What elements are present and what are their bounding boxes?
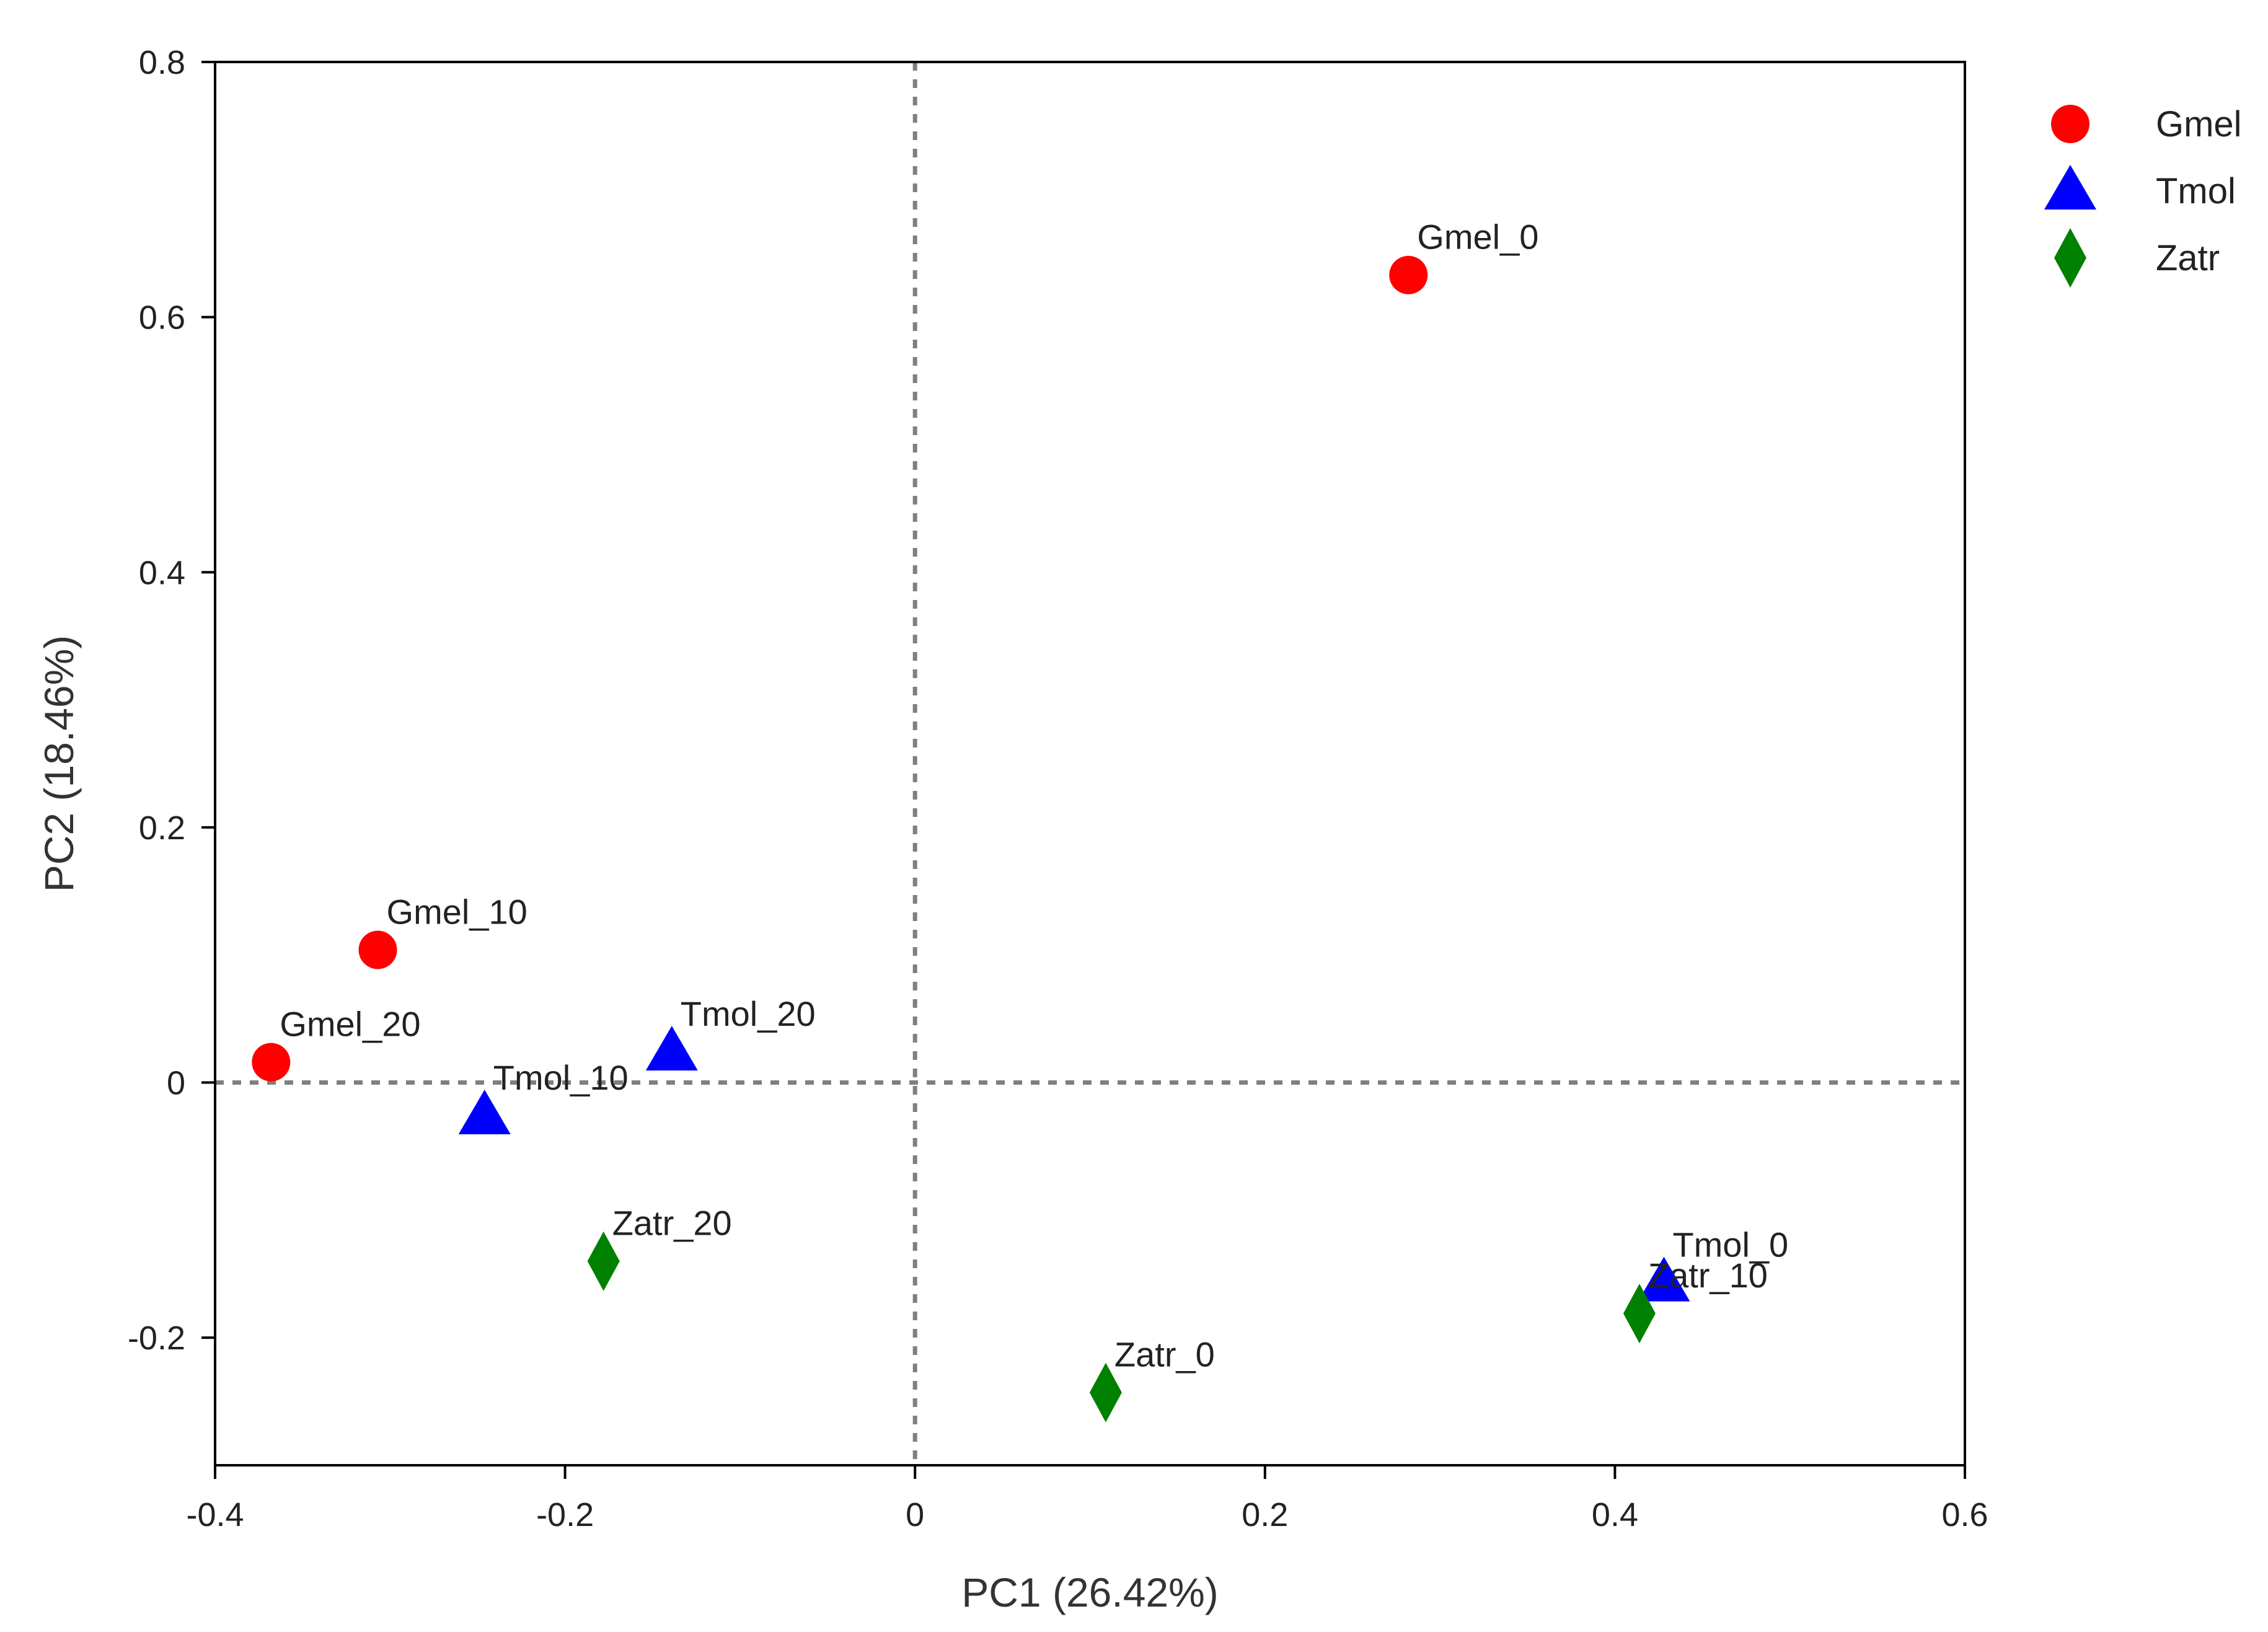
point-labels: Gmel_0 Gmel_10 Gmel_20 Tmol_0 Tmol_10 Tmol_20… bbox=[280, 218, 1788, 1374]
x-axis-title: PC1 (26.42%) bbox=[961, 1569, 1219, 1615]
data-point-gmel-0 bbox=[1389, 255, 1428, 294]
point-label: Tmol_0 bbox=[1672, 1225, 1788, 1264]
point-label: Gmel_0 bbox=[1417, 218, 1538, 257]
x-tick-label: 0.2 bbox=[1242, 1496, 1288, 1533]
y-tick-label: -0.2 bbox=[128, 1320, 185, 1357]
x-tick-label: 0.6 bbox=[1941, 1496, 1988, 1533]
plot-frame bbox=[214, 61, 1966, 1467]
y-tick-label: 0.4 bbox=[139, 554, 185, 591]
data-point-zatr-0 bbox=[1089, 1362, 1122, 1422]
data-points bbox=[252, 255, 1690, 1422]
axes: -0.4 -0.2 0 0.2 0.4 0.6 -0.2 0 0.2 0.4 0.6 0.8 bbox=[128, 44, 1988, 1533]
data-point-gmel-10 bbox=[358, 930, 397, 969]
y-tick-label: 0 bbox=[167, 1065, 185, 1102]
y-tick-label: 0.2 bbox=[139, 809, 185, 847]
x-tick-label: -0.4 bbox=[186, 1496, 244, 1533]
data-point-gmel-20 bbox=[252, 1043, 291, 1082]
legend-label-zatr: Zatr bbox=[2156, 238, 2220, 278]
data-point-tmol-10 bbox=[458, 1090, 511, 1135]
legend-label-tmol: Tmol bbox=[2156, 171, 2236, 211]
legend-marker-zatr bbox=[2054, 228, 2086, 288]
data-point-zatr-20 bbox=[587, 1231, 620, 1291]
y-tick-label: 0.8 bbox=[139, 44, 185, 81]
x-tick-label: 0.4 bbox=[1592, 1496, 1638, 1533]
legend-marker-gmel bbox=[2051, 105, 2089, 143]
point-label: Zatr_0 bbox=[1114, 1335, 1215, 1374]
legend-label-gmel: Gmel bbox=[2156, 104, 2242, 144]
x-tick-label: 0 bbox=[906, 1496, 924, 1533]
y-tick-label: 0.6 bbox=[139, 299, 185, 337]
legend-marker-tmol bbox=[2044, 165, 2096, 210]
y-axis-title: PC2 (18.46%) bbox=[36, 635, 82, 893]
data-point-tmol-0 bbox=[1638, 1256, 1690, 1302]
point-label: Gmel_10 bbox=[387, 892, 527, 931]
point-label: Zatr_20 bbox=[612, 1204, 732, 1243]
point-label: Zatr_10 bbox=[1648, 1256, 1768, 1295]
data-point-tmol-20 bbox=[645, 1026, 698, 1071]
data-point-zatr-10 bbox=[1623, 1284, 1656, 1344]
reference-lines bbox=[215, 62, 1965, 1465]
point-label: Tmol_10 bbox=[493, 1058, 629, 1097]
x-tick-label: -0.2 bbox=[536, 1496, 594, 1533]
legend: Gmel Tmol Zatr bbox=[2044, 104, 2242, 288]
point-label: Tmol_20 bbox=[681, 994, 816, 1033]
point-label: Gmel_20 bbox=[280, 1005, 420, 1044]
